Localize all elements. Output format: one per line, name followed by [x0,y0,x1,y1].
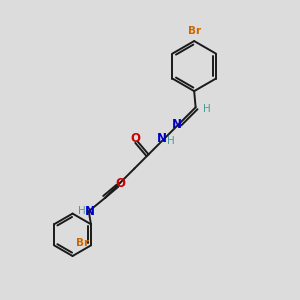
Text: N: N [172,118,182,130]
Text: O: O [116,177,126,190]
Text: H: H [78,206,86,216]
Text: H: H [203,104,211,114]
Text: H: H [167,136,175,146]
Text: N: N [85,205,95,218]
Text: N: N [158,132,167,145]
Text: Br: Br [76,238,89,248]
Text: Br: Br [188,26,201,36]
Text: O: O [130,132,140,145]
